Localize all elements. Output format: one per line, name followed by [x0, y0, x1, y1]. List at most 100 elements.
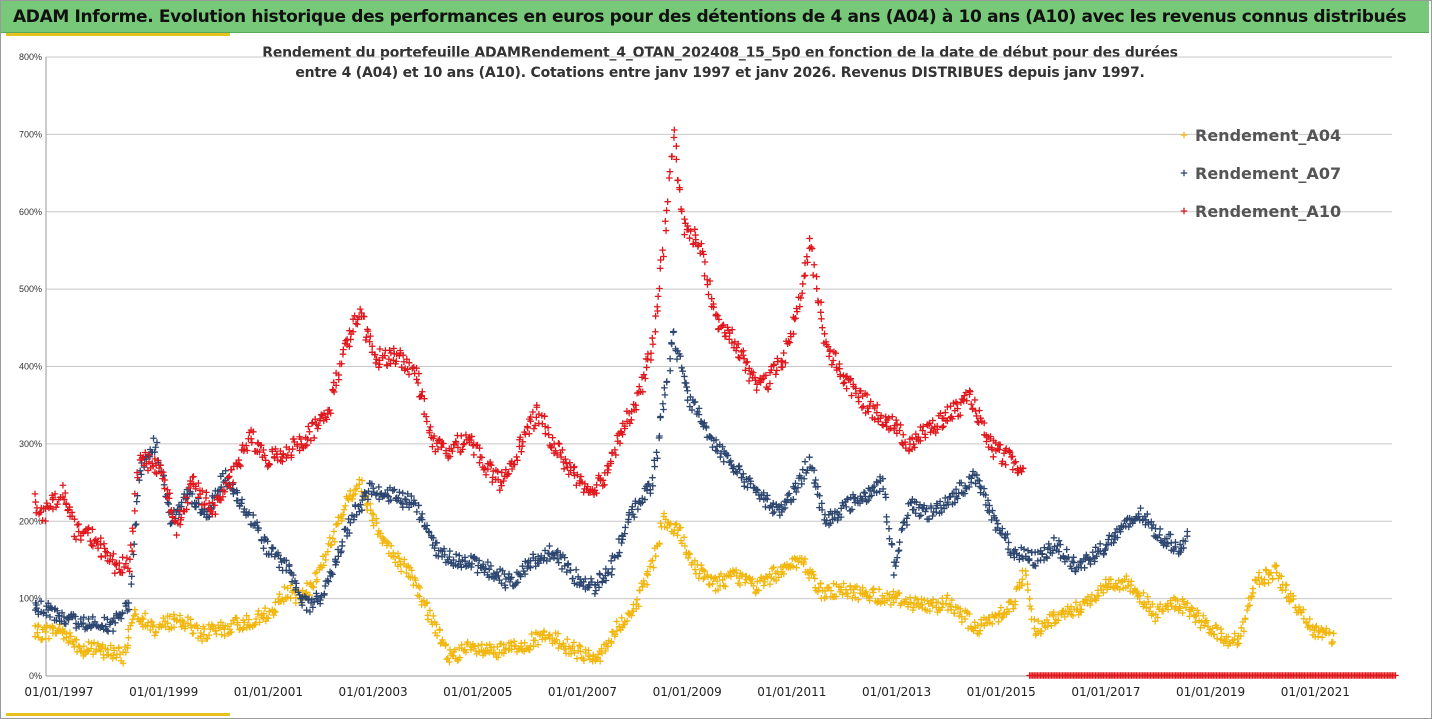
a07-point [1063, 546, 1071, 553]
a07-point [777, 501, 785, 509]
a10-point [836, 373, 844, 380]
a04-point [811, 575, 819, 582]
a07-point [446, 547, 454, 555]
a04-point [281, 583, 288, 591]
a04-point [554, 630, 562, 637]
a07-point [859, 496, 866, 504]
a04-point [1116, 586, 1124, 593]
a07-point [165, 500, 173, 508]
a04-point [430, 612, 437, 620]
a07-point [440, 545, 448, 553]
a07-point [1041, 544, 1048, 551]
a07-point [976, 483, 984, 490]
a07-point [744, 484, 751, 491]
a04-point [389, 549, 397, 557]
a04-point [439, 636, 446, 644]
a04-point [1247, 594, 1255, 602]
a07-point [657, 413, 664, 420]
a04-point [938, 604, 946, 611]
a10-point [626, 420, 634, 427]
a07-point [368, 480, 376, 488]
a10-point [971, 396, 979, 404]
a04-point [1103, 586, 1111, 593]
a10-point [366, 338, 373, 346]
a07-point [365, 487, 372, 495]
y-tick-label: 300% [19, 439, 42, 449]
a04-point [567, 650, 575, 658]
a04-point [1005, 608, 1013, 615]
a10-point [436, 435, 443, 443]
a04-point [263, 614, 271, 622]
a07-point [868, 492, 875, 499]
a10-point [440, 440, 447, 447]
a04-point [1068, 611, 1075, 618]
a04-point [965, 610, 973, 618]
a10-point [803, 253, 811, 260]
a04-point [446, 658, 453, 666]
a04-point [677, 524, 684, 531]
a10-point [973, 412, 980, 420]
a04-point [686, 550, 693, 558]
a07-point [811, 479, 818, 487]
a10-point [211, 502, 219, 509]
a10-point [885, 414, 893, 422]
a10-point [383, 361, 391, 369]
a07-point [301, 593, 309, 600]
a07-point [261, 533, 268, 541]
a07-point [690, 399, 698, 406]
a04-point [1283, 581, 1290, 589]
a07-point [519, 562, 526, 570]
a07-point [1125, 523, 1133, 531]
a07-point [753, 486, 761, 493]
a07-point [70, 612, 78, 620]
a07-point [305, 595, 313, 603]
a04-point [63, 634, 70, 641]
a04-point [442, 641, 450, 648]
a10-point [59, 481, 67, 489]
a07-point [760, 489, 767, 497]
a10-point [1018, 468, 1025, 476]
a10-point [770, 360, 778, 368]
a07-point [415, 502, 422, 509]
a10-point [1009, 466, 1017, 473]
a07-point [936, 498, 944, 505]
a07-point [1177, 548, 1184, 556]
a07-point [604, 569, 612, 577]
a04-point [187, 616, 195, 623]
a07-point [792, 480, 799, 487]
a07-point [910, 506, 918, 513]
a04-point [1231, 630, 1238, 637]
a04-point [245, 616, 253, 623]
a10-point [695, 241, 702, 249]
a04-point [644, 568, 651, 575]
a07-point [1180, 544, 1187, 552]
a10-point [368, 342, 376, 350]
a07-point [1093, 552, 1100, 560]
a10-point [360, 312, 367, 320]
a10-point [720, 321, 727, 329]
a04-point [353, 485, 361, 492]
a04-point [198, 637, 206, 645]
a07-point [629, 510, 637, 518]
a04-point [306, 591, 314, 599]
a04-point [1065, 607, 1073, 615]
a07-point [103, 626, 111, 634]
a10-point [608, 449, 616, 457]
a07-point [58, 609, 66, 617]
a10-point [670, 126, 678, 134]
a07-point [357, 501, 364, 509]
a07-point [321, 582, 329, 590]
a04-point [575, 642, 583, 649]
a04-point [456, 654, 464, 661]
a04-point [205, 631, 213, 639]
a04-point [528, 630, 535, 638]
a10-point [184, 499, 191, 507]
a10-point [724, 324, 731, 331]
a10-point [127, 541, 134, 549]
a04-point [1186, 613, 1193, 620]
a10-point [195, 479, 202, 487]
a10-point [265, 460, 273, 467]
a10-point [986, 435, 994, 443]
a04-point [180, 618, 188, 626]
a04-point [34, 629, 41, 636]
